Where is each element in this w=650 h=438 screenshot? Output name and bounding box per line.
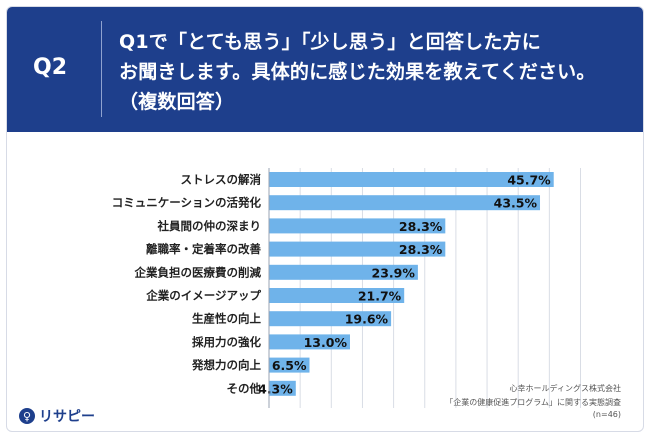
question-line-1: Q1で「とても思う」「少し思う」と回答した方に	[119, 31, 541, 53]
question-header: Q2 Q1で「とても思う」「少し思う」と回答した方に お聞きします。具体的に感じ…	[7, 7, 643, 132]
chart-area: ストレスの解消 45.7% コミュニケーションの活発化 43.5% 社員間の仲の深まり 2…	[7, 132, 643, 431]
value-label: 23.9%	[372, 265, 416, 280]
question-tag: Q2	[33, 55, 68, 80]
bar-9	[269, 380, 296, 396]
category-label: ストレスの解消	[181, 173, 262, 187]
value-label: 4.3%	[258, 381, 293, 396]
bar-1	[269, 195, 541, 211]
brand-logo-icon: ♀	[19, 408, 35, 424]
figure-frame: Q2 Q1で「とても思う」「少し思う」と回答した方に お聞きします。具体的に感じ…	[6, 6, 644, 432]
source-company: 心幸ホールディングス株式会社	[509, 384, 621, 393]
bar-8	[269, 357, 310, 373]
category-label: その他	[227, 381, 262, 395]
category-label: 採用力の強化	[192, 335, 261, 349]
value-label: 21.7%	[358, 289, 402, 304]
category-label: 社員間の仲の深まり	[157, 219, 262, 233]
bar-3	[269, 241, 446, 257]
category-label: 生産性の向上	[192, 312, 261, 326]
bar-5	[269, 288, 405, 303]
value-label: 45.7%	[507, 173, 551, 188]
brand-logo: ♀ リサピー	[19, 405, 95, 427]
question-line-3: （複数回答）	[119, 91, 235, 113]
value-label: 6.5%	[272, 358, 307, 373]
category-label: 企業負担の医療費の削減	[134, 265, 262, 279]
category-label: 離職率・定着率の改善	[146, 242, 261, 256]
bar-0	[269, 172, 554, 187]
brand-logo-text: リサピー	[39, 409, 95, 425]
header-divider	[101, 21, 102, 117]
bar-chart: ストレスの解消 45.7% コミュニケーションの活発化 43.5% 社員間の仲の深まり 2…	[112, 168, 581, 408]
bar-6	[269, 311, 392, 327]
value-label: 43.5%	[494, 196, 538, 211]
value-label: 13.0%	[304, 335, 348, 350]
category-label: コミュニケーションの活発化	[112, 196, 262, 210]
category-label: 発想力の向上	[191, 358, 261, 372]
question-line-2: お聞きします。具体的に感じた効果を教えてください。	[119, 61, 596, 83]
source-survey: 「企業の健康促進プログラム」に関する実態調査	[445, 398, 621, 407]
value-label: 28.3%	[399, 242, 443, 257]
category-label: 企業のイメージアップ	[145, 289, 261, 303]
value-label: 19.6%	[345, 312, 389, 327]
value-label: 28.3%	[399, 219, 443, 234]
bar-4	[269, 264, 418, 280]
sample-size: (n=46)	[592, 410, 621, 419]
bar-2	[269, 218, 446, 234]
bar-7	[269, 334, 350, 350]
